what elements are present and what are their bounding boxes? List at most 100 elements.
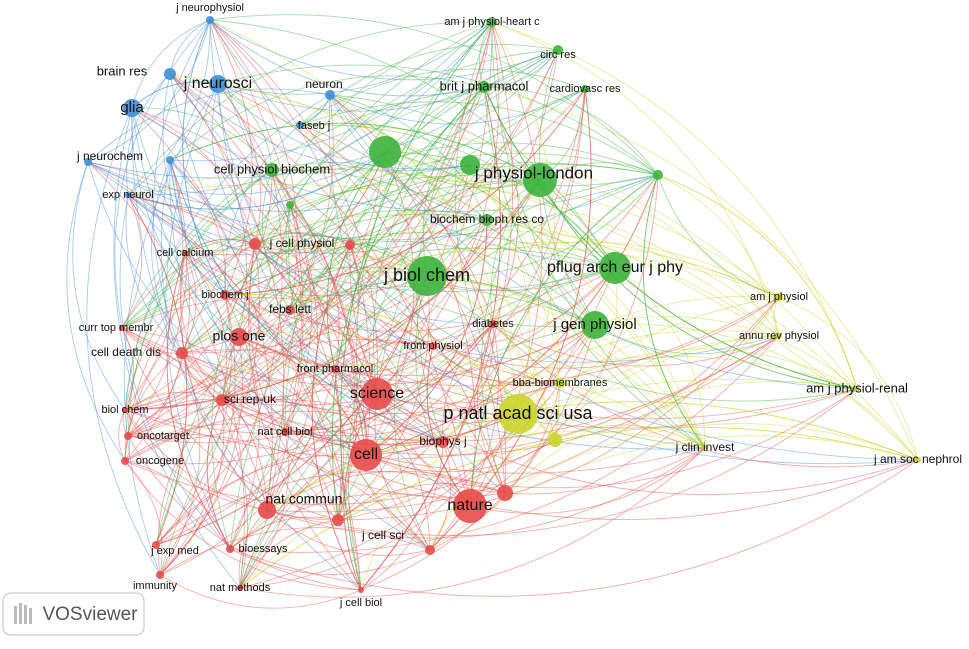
node-label: febs lett xyxy=(269,302,312,316)
edge xyxy=(432,345,561,387)
edge xyxy=(384,151,596,326)
edge xyxy=(121,162,659,329)
edge xyxy=(334,368,444,443)
node xyxy=(775,293,783,301)
edge xyxy=(221,368,336,404)
edge xyxy=(442,323,494,443)
edge xyxy=(169,159,227,296)
edge xyxy=(159,345,434,576)
edge xyxy=(384,151,541,189)
edge xyxy=(127,435,362,591)
edge xyxy=(559,348,858,390)
edge xyxy=(127,194,351,254)
edge xyxy=(429,441,452,551)
edge xyxy=(349,244,616,292)
node xyxy=(325,90,335,100)
node-label: j physiol-london xyxy=(474,163,593,182)
node xyxy=(226,545,234,553)
edge xyxy=(478,21,493,88)
edge xyxy=(217,83,434,347)
logo-box xyxy=(2,592,145,636)
edge xyxy=(181,349,444,443)
edge xyxy=(299,124,858,390)
edge xyxy=(426,241,780,298)
edge xyxy=(360,324,596,591)
edge xyxy=(127,194,362,591)
edge xyxy=(181,247,780,354)
edge xyxy=(211,83,256,245)
edge xyxy=(254,232,351,246)
edge xyxy=(127,244,351,437)
node xyxy=(206,16,214,24)
edge xyxy=(311,244,362,591)
edge xyxy=(238,509,268,589)
node xyxy=(915,457,921,463)
edge xyxy=(124,243,256,411)
edge xyxy=(249,243,339,521)
edge xyxy=(121,266,596,329)
edge xyxy=(124,21,493,462)
node xyxy=(123,99,141,117)
edge xyxy=(284,21,493,433)
edge xyxy=(221,399,919,520)
edge xyxy=(124,252,191,462)
edge xyxy=(157,399,223,576)
edge xyxy=(657,174,858,390)
edge xyxy=(217,21,493,95)
node xyxy=(122,407,128,413)
edge xyxy=(469,174,659,507)
edge xyxy=(181,352,268,511)
edge xyxy=(181,86,485,354)
edge xyxy=(127,21,493,196)
edge xyxy=(224,151,386,296)
edge xyxy=(594,324,780,355)
edge xyxy=(209,19,559,81)
edge xyxy=(126,73,171,196)
edge xyxy=(119,194,231,550)
labels: j neurophysiol am j physiol-heart c circ r… xyxy=(76,2,962,609)
edge xyxy=(127,194,188,546)
edge xyxy=(224,88,586,296)
edge xyxy=(229,335,780,553)
edge xyxy=(124,409,339,521)
edge xyxy=(184,252,227,401)
edge xyxy=(337,296,780,521)
edge xyxy=(614,267,706,449)
edge xyxy=(121,229,780,329)
edge xyxy=(254,243,706,449)
edge xyxy=(426,174,659,277)
edge xyxy=(181,169,273,354)
edges xyxy=(66,14,919,609)
node-label: annu rev physiol xyxy=(739,330,819,342)
edge xyxy=(131,107,240,338)
edge xyxy=(266,447,706,539)
logo-icon xyxy=(14,603,32,624)
edge xyxy=(284,323,494,433)
edge xyxy=(127,159,188,437)
edge xyxy=(124,179,541,411)
edge xyxy=(254,21,493,245)
node xyxy=(548,433,562,447)
node xyxy=(216,394,228,406)
node xyxy=(125,192,131,198)
edge xyxy=(311,244,362,591)
edge xyxy=(539,179,858,390)
edge xyxy=(155,294,232,546)
edge xyxy=(221,174,659,401)
edge xyxy=(221,275,428,401)
node-label: biophys j xyxy=(419,434,466,448)
edge xyxy=(329,94,488,221)
edge xyxy=(329,94,519,415)
edge xyxy=(429,439,556,551)
edge xyxy=(127,398,223,437)
edge xyxy=(209,19,304,511)
edge xyxy=(469,447,706,514)
edge xyxy=(239,267,616,589)
edge xyxy=(554,424,706,449)
edge xyxy=(124,243,256,411)
edge xyxy=(127,399,223,438)
edge xyxy=(239,447,706,598)
edge xyxy=(483,49,559,88)
node xyxy=(555,378,565,388)
edge xyxy=(334,244,360,370)
